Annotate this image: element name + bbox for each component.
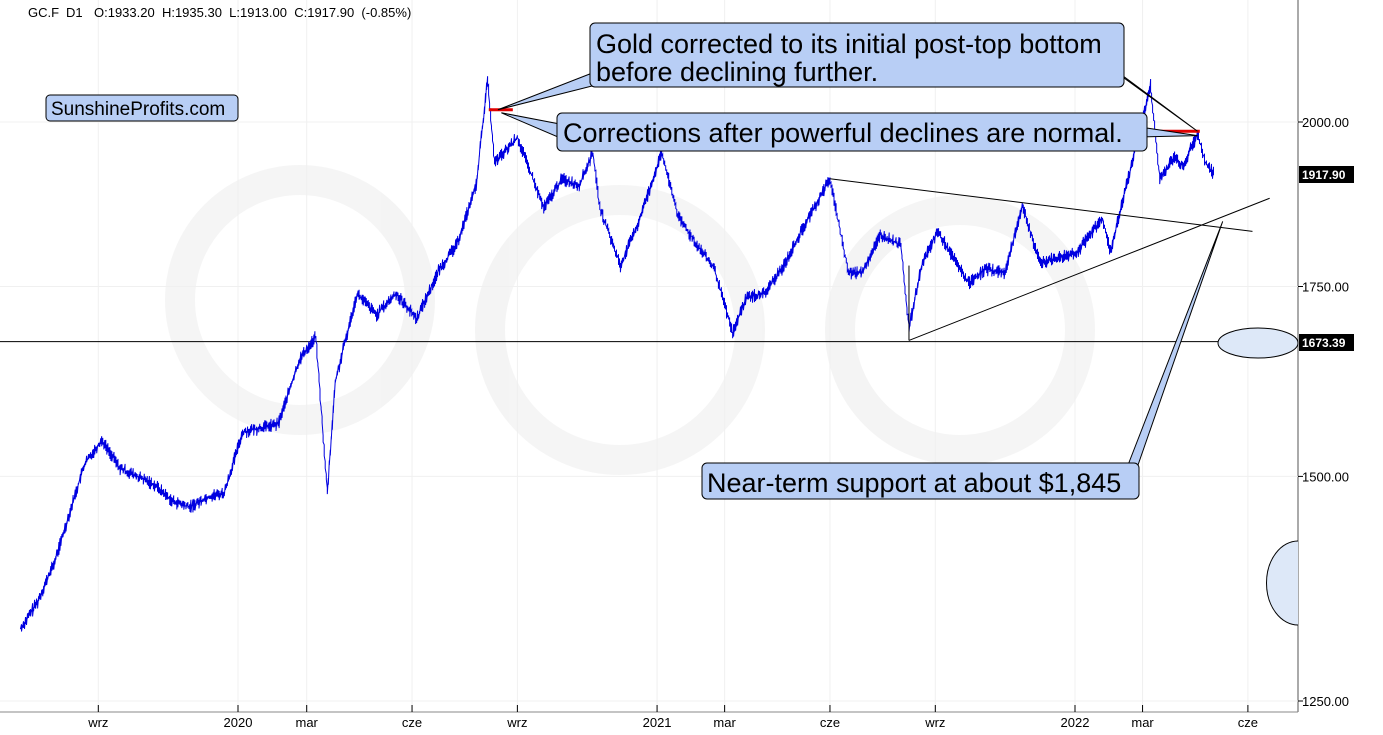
current-price-label: 1917.90 bbox=[1299, 166, 1354, 183]
y-tick-label: 2000.00 bbox=[1302, 115, 1349, 130]
trendlines bbox=[829, 178, 1270, 341]
trendline-up bbox=[908, 197, 1270, 341]
callout-line: before declining further. bbox=[596, 57, 878, 87]
background-watermark bbox=[165, 165, 1095, 475]
x-tick-label: 2021 bbox=[643, 715, 672, 730]
x-tick-label: wrz bbox=[506, 715, 527, 730]
callout-line: Corrections after powerful declines are … bbox=[563, 118, 1123, 148]
timeframe: D1 bbox=[66, 5, 83, 20]
x-tick-label: wrz bbox=[924, 715, 945, 730]
lower-highlight-ellipse bbox=[1266, 540, 1299, 626]
callout-gold-corrected: Gold corrected to its initial post-top b… bbox=[589, 22, 1125, 88]
trendline-down bbox=[829, 178, 1253, 232]
support-highlight-ellipse bbox=[1217, 327, 1299, 359]
pointer-callout2-2020 bbox=[501, 112, 566, 141]
x-tick-label: cze bbox=[820, 715, 840, 730]
y-tick-label: 1250.00 bbox=[1302, 694, 1349, 709]
current-price-text: 1917.90 bbox=[1302, 168, 1346, 182]
callout-near-term-support: Near-term support at about $1,845 bbox=[701, 462, 1140, 500]
brand-text: SunshineProfits.com bbox=[51, 99, 225, 120]
y-axis: 1250.00 1500.00 1750.00 2000.00 bbox=[1298, 115, 1349, 709]
pointer-callout1-2020 bbox=[497, 69, 601, 111]
callout-line: Near-term support at about $1,845 bbox=[707, 468, 1121, 498]
x-tick-label: cze bbox=[402, 715, 422, 730]
brand-watermark: SunshineProfits.com bbox=[45, 94, 239, 122]
price-series bbox=[19, 76, 1214, 632]
support-price-bg bbox=[1299, 334, 1354, 351]
x-tick-label: cze bbox=[1238, 715, 1258, 730]
x-axis: wrz 2020 mar cze wrz 2021 mar cze wrz 2022 mar cze bbox=[0, 705, 1298, 730]
y-tick-label: 1500.00 bbox=[1302, 469, 1349, 484]
x-tick-label: mar bbox=[713, 715, 736, 730]
price-line bbox=[19, 76, 1214, 632]
x-tick-label: wrz bbox=[87, 715, 108, 730]
callout-box bbox=[556, 112, 1148, 152]
x-tick-label: 2022 bbox=[1061, 715, 1090, 730]
y-tick-label: 1750.00 bbox=[1302, 279, 1349, 294]
symbol-header: GC.F D1 O:1933.20 H:1935.30 L:1913.00 C:… bbox=[28, 5, 411, 20]
current-price-bg bbox=[1299, 166, 1354, 183]
callout-box bbox=[589, 22, 1125, 88]
x-tick-label: mar bbox=[1131, 715, 1154, 730]
x-tick-label: 2020 bbox=[224, 715, 253, 730]
x-tick-label: mar bbox=[296, 715, 319, 730]
support-price-label: 1673.39 bbox=[1299, 334, 1354, 351]
callout-corrections-normal: Corrections after powerful declines are … bbox=[556, 112, 1148, 152]
support-price-text: 1673.39 bbox=[1302, 336, 1346, 350]
brand-box bbox=[45, 94, 239, 122]
ohlc-readout: O:1933.20 H:1935.30 L:1913.00 C:1917.90 … bbox=[94, 5, 411, 20]
callout-line: Gold corrected to its initial post-top b… bbox=[596, 29, 1102, 59]
symbol-name: GC.F bbox=[28, 5, 59, 20]
callout-box bbox=[701, 462, 1140, 500]
